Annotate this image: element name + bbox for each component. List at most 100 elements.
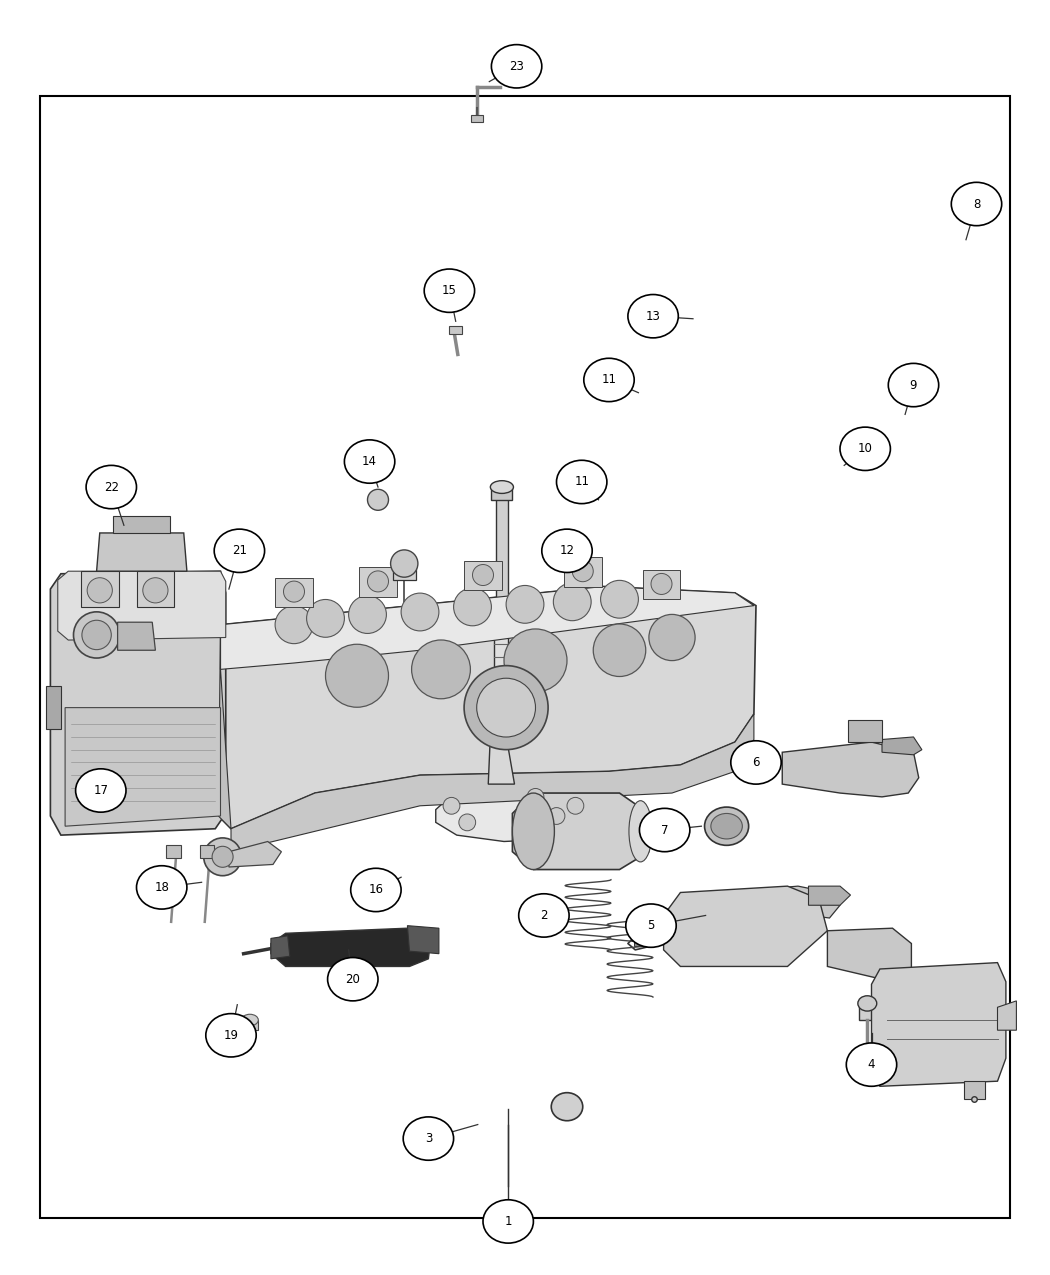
Ellipse shape xyxy=(840,427,890,470)
Ellipse shape xyxy=(519,894,569,937)
Polygon shape xyxy=(166,845,181,858)
Ellipse shape xyxy=(491,45,542,88)
Polygon shape xyxy=(50,571,226,835)
Circle shape xyxy=(284,581,304,602)
Polygon shape xyxy=(113,516,170,533)
Circle shape xyxy=(527,788,544,806)
Ellipse shape xyxy=(629,801,652,862)
Polygon shape xyxy=(220,586,754,669)
Circle shape xyxy=(567,797,584,815)
Text: 14: 14 xyxy=(362,455,377,468)
Ellipse shape xyxy=(220,1017,237,1030)
Ellipse shape xyxy=(628,295,678,338)
Circle shape xyxy=(553,583,591,621)
Polygon shape xyxy=(271,936,290,959)
Polygon shape xyxy=(220,1024,237,1034)
Polygon shape xyxy=(872,963,1006,1086)
Ellipse shape xyxy=(711,813,742,839)
Polygon shape xyxy=(118,622,155,650)
Circle shape xyxy=(454,588,491,626)
Circle shape xyxy=(275,606,313,644)
Text: 12: 12 xyxy=(560,544,574,557)
Ellipse shape xyxy=(76,769,126,812)
Ellipse shape xyxy=(403,1117,454,1160)
Circle shape xyxy=(477,678,536,737)
Polygon shape xyxy=(218,625,231,829)
Polygon shape xyxy=(449,326,462,334)
Circle shape xyxy=(326,644,388,708)
Text: 7: 7 xyxy=(660,824,669,836)
Circle shape xyxy=(459,813,476,831)
Ellipse shape xyxy=(351,868,401,912)
Ellipse shape xyxy=(344,440,395,483)
Polygon shape xyxy=(242,1020,258,1030)
Polygon shape xyxy=(393,567,416,580)
Text: 20: 20 xyxy=(345,973,360,986)
Ellipse shape xyxy=(639,808,690,852)
Polygon shape xyxy=(136,571,174,607)
Polygon shape xyxy=(827,928,911,982)
Text: 3: 3 xyxy=(424,1132,433,1145)
Ellipse shape xyxy=(542,529,592,572)
Text: 16: 16 xyxy=(369,884,383,896)
Ellipse shape xyxy=(888,363,939,407)
Text: 1: 1 xyxy=(504,1215,512,1228)
Circle shape xyxy=(593,623,646,677)
Ellipse shape xyxy=(846,1043,897,1086)
Polygon shape xyxy=(782,742,919,797)
Bar xyxy=(40,96,1010,1218)
Text: 8: 8 xyxy=(972,198,981,210)
Polygon shape xyxy=(848,720,882,742)
Polygon shape xyxy=(275,578,313,607)
Polygon shape xyxy=(564,557,602,586)
Ellipse shape xyxy=(483,1200,533,1243)
Polygon shape xyxy=(643,570,680,599)
Ellipse shape xyxy=(242,1015,258,1025)
Ellipse shape xyxy=(951,182,1002,226)
Polygon shape xyxy=(724,886,840,918)
Ellipse shape xyxy=(556,460,607,504)
Polygon shape xyxy=(271,928,430,966)
Polygon shape xyxy=(496,497,508,625)
Text: 19: 19 xyxy=(224,1029,238,1042)
Polygon shape xyxy=(491,487,512,500)
Text: 2: 2 xyxy=(540,909,548,922)
Circle shape xyxy=(212,847,233,867)
Text: 13: 13 xyxy=(646,310,660,323)
Text: 5: 5 xyxy=(647,919,655,932)
Ellipse shape xyxy=(626,904,676,947)
Text: 21: 21 xyxy=(232,544,247,557)
Ellipse shape xyxy=(86,465,136,509)
Text: 18: 18 xyxy=(154,881,169,894)
Ellipse shape xyxy=(551,1093,583,1121)
Circle shape xyxy=(601,580,638,618)
Polygon shape xyxy=(808,886,850,905)
Circle shape xyxy=(87,578,112,603)
Ellipse shape xyxy=(731,741,781,784)
Circle shape xyxy=(82,620,111,650)
Circle shape xyxy=(368,490,388,510)
Polygon shape xyxy=(200,845,214,858)
Circle shape xyxy=(349,595,386,634)
Circle shape xyxy=(401,593,439,631)
Polygon shape xyxy=(512,793,649,870)
Text: 4: 4 xyxy=(867,1058,876,1071)
Polygon shape xyxy=(46,686,61,729)
Text: 17: 17 xyxy=(93,784,108,797)
Circle shape xyxy=(572,561,593,581)
Ellipse shape xyxy=(584,358,634,402)
Circle shape xyxy=(412,640,470,699)
Ellipse shape xyxy=(512,793,554,870)
Polygon shape xyxy=(231,714,754,852)
Ellipse shape xyxy=(705,807,749,845)
Polygon shape xyxy=(81,571,119,607)
Circle shape xyxy=(651,574,672,594)
Polygon shape xyxy=(664,886,827,966)
Ellipse shape xyxy=(206,1014,256,1057)
Circle shape xyxy=(443,797,460,815)
Polygon shape xyxy=(229,842,281,867)
Polygon shape xyxy=(218,586,756,829)
Text: 22: 22 xyxy=(104,481,119,493)
Ellipse shape xyxy=(424,269,475,312)
Text: 15: 15 xyxy=(442,284,457,297)
